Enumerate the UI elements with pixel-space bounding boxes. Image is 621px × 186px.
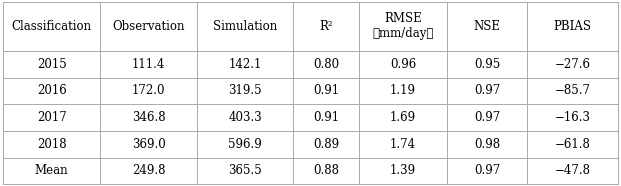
Text: 0.96: 0.96 bbox=[390, 58, 416, 71]
Text: 142.1: 142.1 bbox=[229, 58, 261, 71]
Text: 319.5: 319.5 bbox=[228, 84, 262, 97]
Text: 2017: 2017 bbox=[37, 111, 66, 124]
Text: 0.95: 0.95 bbox=[474, 58, 500, 71]
Text: 1.39: 1.39 bbox=[390, 164, 416, 177]
Text: 2016: 2016 bbox=[37, 84, 66, 97]
Text: 403.3: 403.3 bbox=[228, 111, 262, 124]
Text: −27.6: −27.6 bbox=[555, 58, 591, 71]
Text: 1.74: 1.74 bbox=[390, 138, 416, 151]
Text: PBIAS: PBIAS bbox=[553, 20, 591, 33]
Text: 0.97: 0.97 bbox=[474, 111, 500, 124]
Text: Mean: Mean bbox=[35, 164, 68, 177]
Text: 346.8: 346.8 bbox=[132, 111, 166, 124]
Text: 1.19: 1.19 bbox=[390, 84, 416, 97]
Text: 0.98: 0.98 bbox=[474, 138, 500, 151]
Text: −47.8: −47.8 bbox=[555, 164, 591, 177]
Text: R²: R² bbox=[319, 20, 333, 33]
Text: 0.89: 0.89 bbox=[313, 138, 339, 151]
Text: 0.97: 0.97 bbox=[474, 84, 500, 97]
Text: 2015: 2015 bbox=[37, 58, 66, 71]
Text: 596.9: 596.9 bbox=[228, 138, 262, 151]
Text: 1.69: 1.69 bbox=[390, 111, 416, 124]
Text: RMSE
（mm/day）: RMSE （mm/day） bbox=[373, 12, 433, 41]
Text: 172.0: 172.0 bbox=[132, 84, 166, 97]
Text: 249.8: 249.8 bbox=[132, 164, 166, 177]
Text: NSE: NSE bbox=[473, 20, 501, 33]
Text: 0.91: 0.91 bbox=[313, 111, 339, 124]
Text: −85.7: −85.7 bbox=[555, 84, 591, 97]
Text: 0.80: 0.80 bbox=[313, 58, 339, 71]
Text: −61.8: −61.8 bbox=[555, 138, 591, 151]
Text: 0.88: 0.88 bbox=[313, 164, 339, 177]
Text: 369.0: 369.0 bbox=[132, 138, 166, 151]
Text: −16.3: −16.3 bbox=[555, 111, 591, 124]
Text: Observation: Observation bbox=[112, 20, 185, 33]
Text: Classification: Classification bbox=[12, 20, 92, 33]
Text: 2018: 2018 bbox=[37, 138, 66, 151]
Text: 111.4: 111.4 bbox=[132, 58, 166, 71]
Text: 0.97: 0.97 bbox=[474, 164, 500, 177]
Text: 0.91: 0.91 bbox=[313, 84, 339, 97]
Text: 365.5: 365.5 bbox=[228, 164, 262, 177]
Text: Simulation: Simulation bbox=[213, 20, 277, 33]
